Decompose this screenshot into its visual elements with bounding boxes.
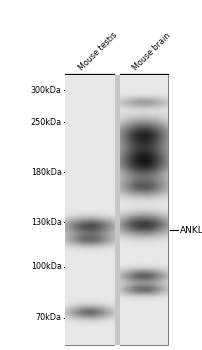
Text: Mouse testis: Mouse testis bbox=[77, 30, 119, 72]
Text: 300kDa: 300kDa bbox=[31, 85, 62, 94]
Text: 70kDa: 70kDa bbox=[36, 313, 62, 322]
Text: 130kDa: 130kDa bbox=[31, 218, 62, 227]
Text: 250kDa: 250kDa bbox=[31, 118, 62, 127]
Text: ANKLE2: ANKLE2 bbox=[180, 226, 202, 235]
Text: 180kDa: 180kDa bbox=[31, 168, 62, 177]
Text: Mouse brain: Mouse brain bbox=[132, 31, 173, 72]
Text: 100kDa: 100kDa bbox=[31, 262, 62, 271]
Bar bbox=[120, 75, 168, 345]
Bar bbox=[65, 75, 114, 345]
Bar bbox=[65, 75, 168, 345]
